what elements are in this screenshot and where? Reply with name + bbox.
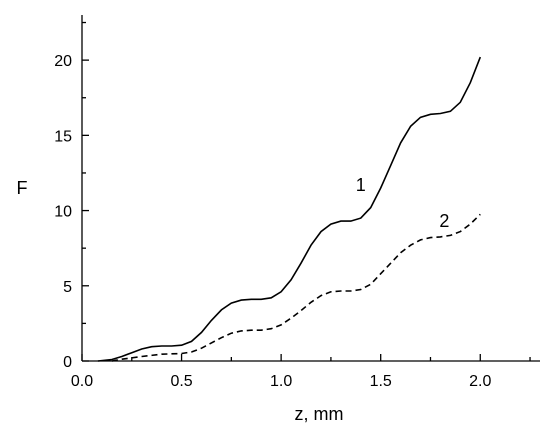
x-tick-label: 0.5 — [170, 373, 192, 390]
x-tick-label: 0.0 — [71, 373, 93, 390]
y-axis-label: F — [17, 178, 28, 198]
x-tick-label: 2.0 — [469, 373, 491, 390]
series-1-line — [97, 56, 482, 362]
y-tick-label: 10 — [54, 204, 72, 221]
series-group — [97, 56, 482, 362]
curve-label-2: 2 — [439, 211, 449, 231]
y-tick-label: 0 — [63, 354, 72, 371]
x-tick-label: 1.5 — [370, 373, 392, 390]
curve-label-1: 1 — [356, 175, 366, 195]
y-tick-label: 5 — [63, 279, 72, 296]
y-tick-label: 20 — [54, 53, 72, 70]
curve-labels: 12 — [356, 175, 450, 231]
y-tick-label: 15 — [54, 128, 72, 145]
x-tick-label: 1.0 — [270, 373, 292, 390]
x-axis-label: z, mm — [295, 404, 344, 424]
series-2-line — [111, 213, 481, 362]
axes: 0.0 0.5 1.0 1.5 2.0 0 5 10 15 20 — [54, 15, 540, 390]
